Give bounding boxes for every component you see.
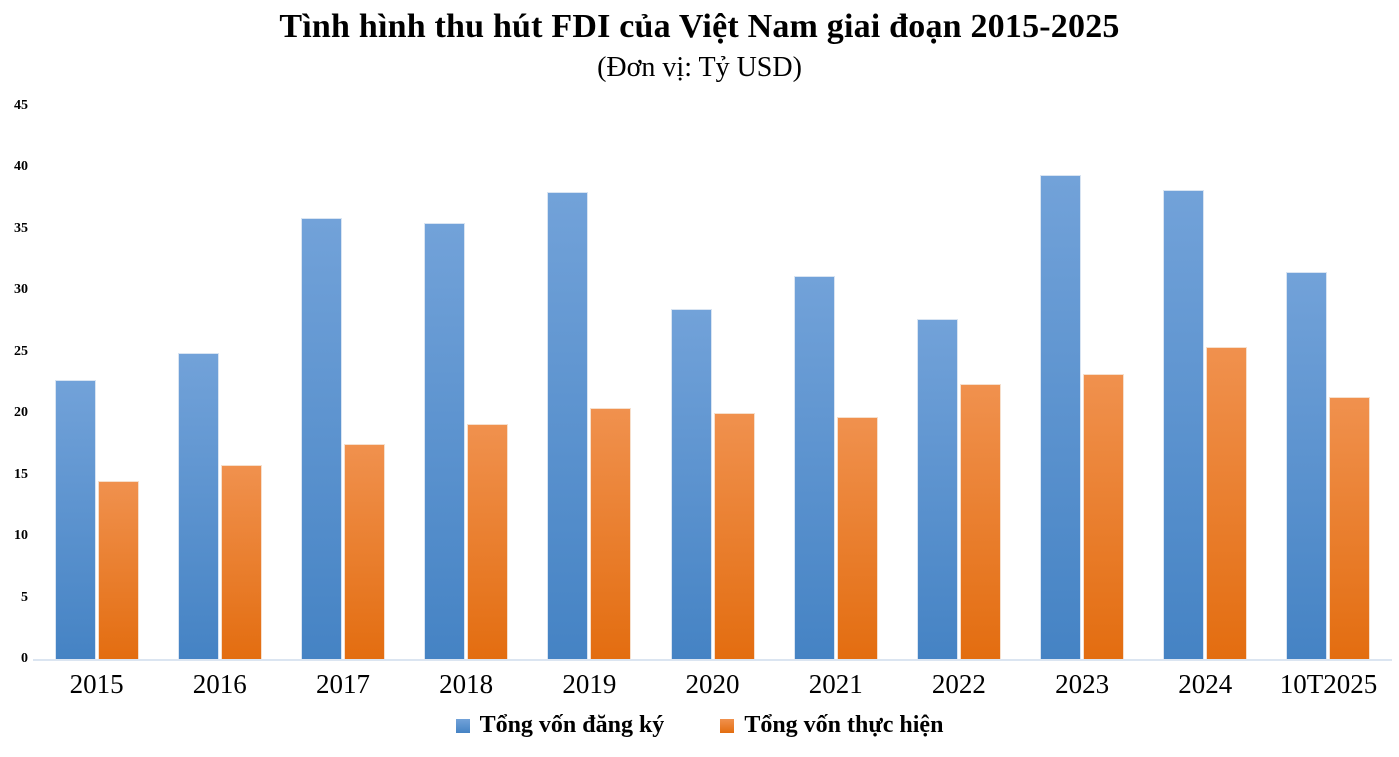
bar-group	[1267, 106, 1390, 659]
x-axis-labels: 2015 2016 2017 2018 2019 2020 2021 2022 2023 2024…	[35, 667, 1390, 701]
bar-group	[281, 106, 404, 659]
bar-implemented	[220, 465, 262, 659]
x-axis-line	[33, 659, 1392, 661]
bar-implemented	[97, 481, 139, 659]
x-axis-label: 2016	[192, 669, 247, 699]
x-axis-label: 2022	[931, 669, 986, 699]
bar-registered	[300, 218, 342, 659]
y-axis-tick-label: 10	[14, 528, 28, 544]
bar-group	[774, 106, 897, 659]
bar-group	[35, 106, 158, 659]
bar-implemented	[713, 413, 755, 659]
legend-marker-implemented-icon	[720, 718, 735, 733]
bar-registered	[547, 192, 589, 659]
y-axis-tick-label: 5	[21, 589, 28, 605]
y-axis-tick-label: 30	[14, 282, 28, 298]
y-axis-tick-label: 40	[14, 159, 28, 175]
bar-registered	[54, 380, 96, 659]
y-axis-tick-label: 35	[14, 220, 28, 236]
bar-group	[651, 106, 774, 659]
chart-subtitle: (Đơn vị: Tỷ USD)	[597, 52, 802, 83]
bar-registered	[1286, 272, 1328, 659]
bar-registered	[1040, 175, 1082, 659]
plot-area	[35, 106, 1390, 659]
bar-implemented	[1329, 397, 1371, 659]
x-axis-label: 2017	[315, 669, 370, 699]
bar-group	[405, 106, 528, 659]
legend: Tổng vốn đăng ký Tổng vốn thực hiện	[0, 712, 1399, 739]
bar-registered	[1163, 190, 1205, 659]
x-axis-label: 2023	[1055, 669, 1110, 699]
x-axis-label: 2024	[1178, 669, 1233, 699]
x-axis-label: 2021	[808, 669, 863, 699]
legend-label-registered: Tổng vốn đăng ký	[479, 712, 665, 738]
bar-implemented	[467, 424, 509, 659]
legend-marker-registered-icon	[455, 718, 470, 733]
bar-implemented	[343, 444, 385, 659]
x-axis-label: 2020	[685, 669, 740, 699]
chart-title: Tình hình thu hút FDI của Việt Nam giai …	[279, 8, 1120, 45]
bar-group	[528, 106, 651, 659]
bar-registered	[670, 309, 712, 659]
legend-item-registered: Tổng vốn đăng ký	[455, 712, 665, 739]
bar-registered	[916, 319, 958, 659]
y-axis-tick-label: 45	[14, 98, 28, 113]
bar-implemented	[590, 408, 632, 659]
y-axis-tick-label: 15	[14, 466, 28, 482]
y-axis-tick-label: 0	[21, 651, 28, 666]
legend-label-implemented: Tổng vốn thực hiện	[744, 712, 944, 738]
y-axis-tick-label: 20	[14, 405, 28, 421]
bar-implemented	[836, 417, 878, 659]
bar-implemented	[959, 384, 1001, 659]
x-axis-label: 2019	[562, 669, 617, 699]
bar-group	[158, 106, 281, 659]
x-axis-label: 2018	[439, 669, 494, 699]
bar-registered	[177, 353, 219, 659]
bar-registered	[424, 223, 466, 659]
legend-item-implemented: Tổng vốn thực hiện	[720, 712, 943, 739]
bar-registered	[793, 276, 835, 659]
y-axis-tick-label: 25	[14, 343, 28, 359]
x-axis-label: 10T2025	[1279, 669, 1378, 699]
bar-group	[1021, 106, 1144, 659]
bar-implemented	[1083, 374, 1125, 659]
x-axis-label: 2015	[69, 669, 124, 699]
bar-group	[1144, 106, 1267, 659]
bar-group	[897, 106, 1020, 659]
bar-implemented	[1206, 347, 1248, 659]
